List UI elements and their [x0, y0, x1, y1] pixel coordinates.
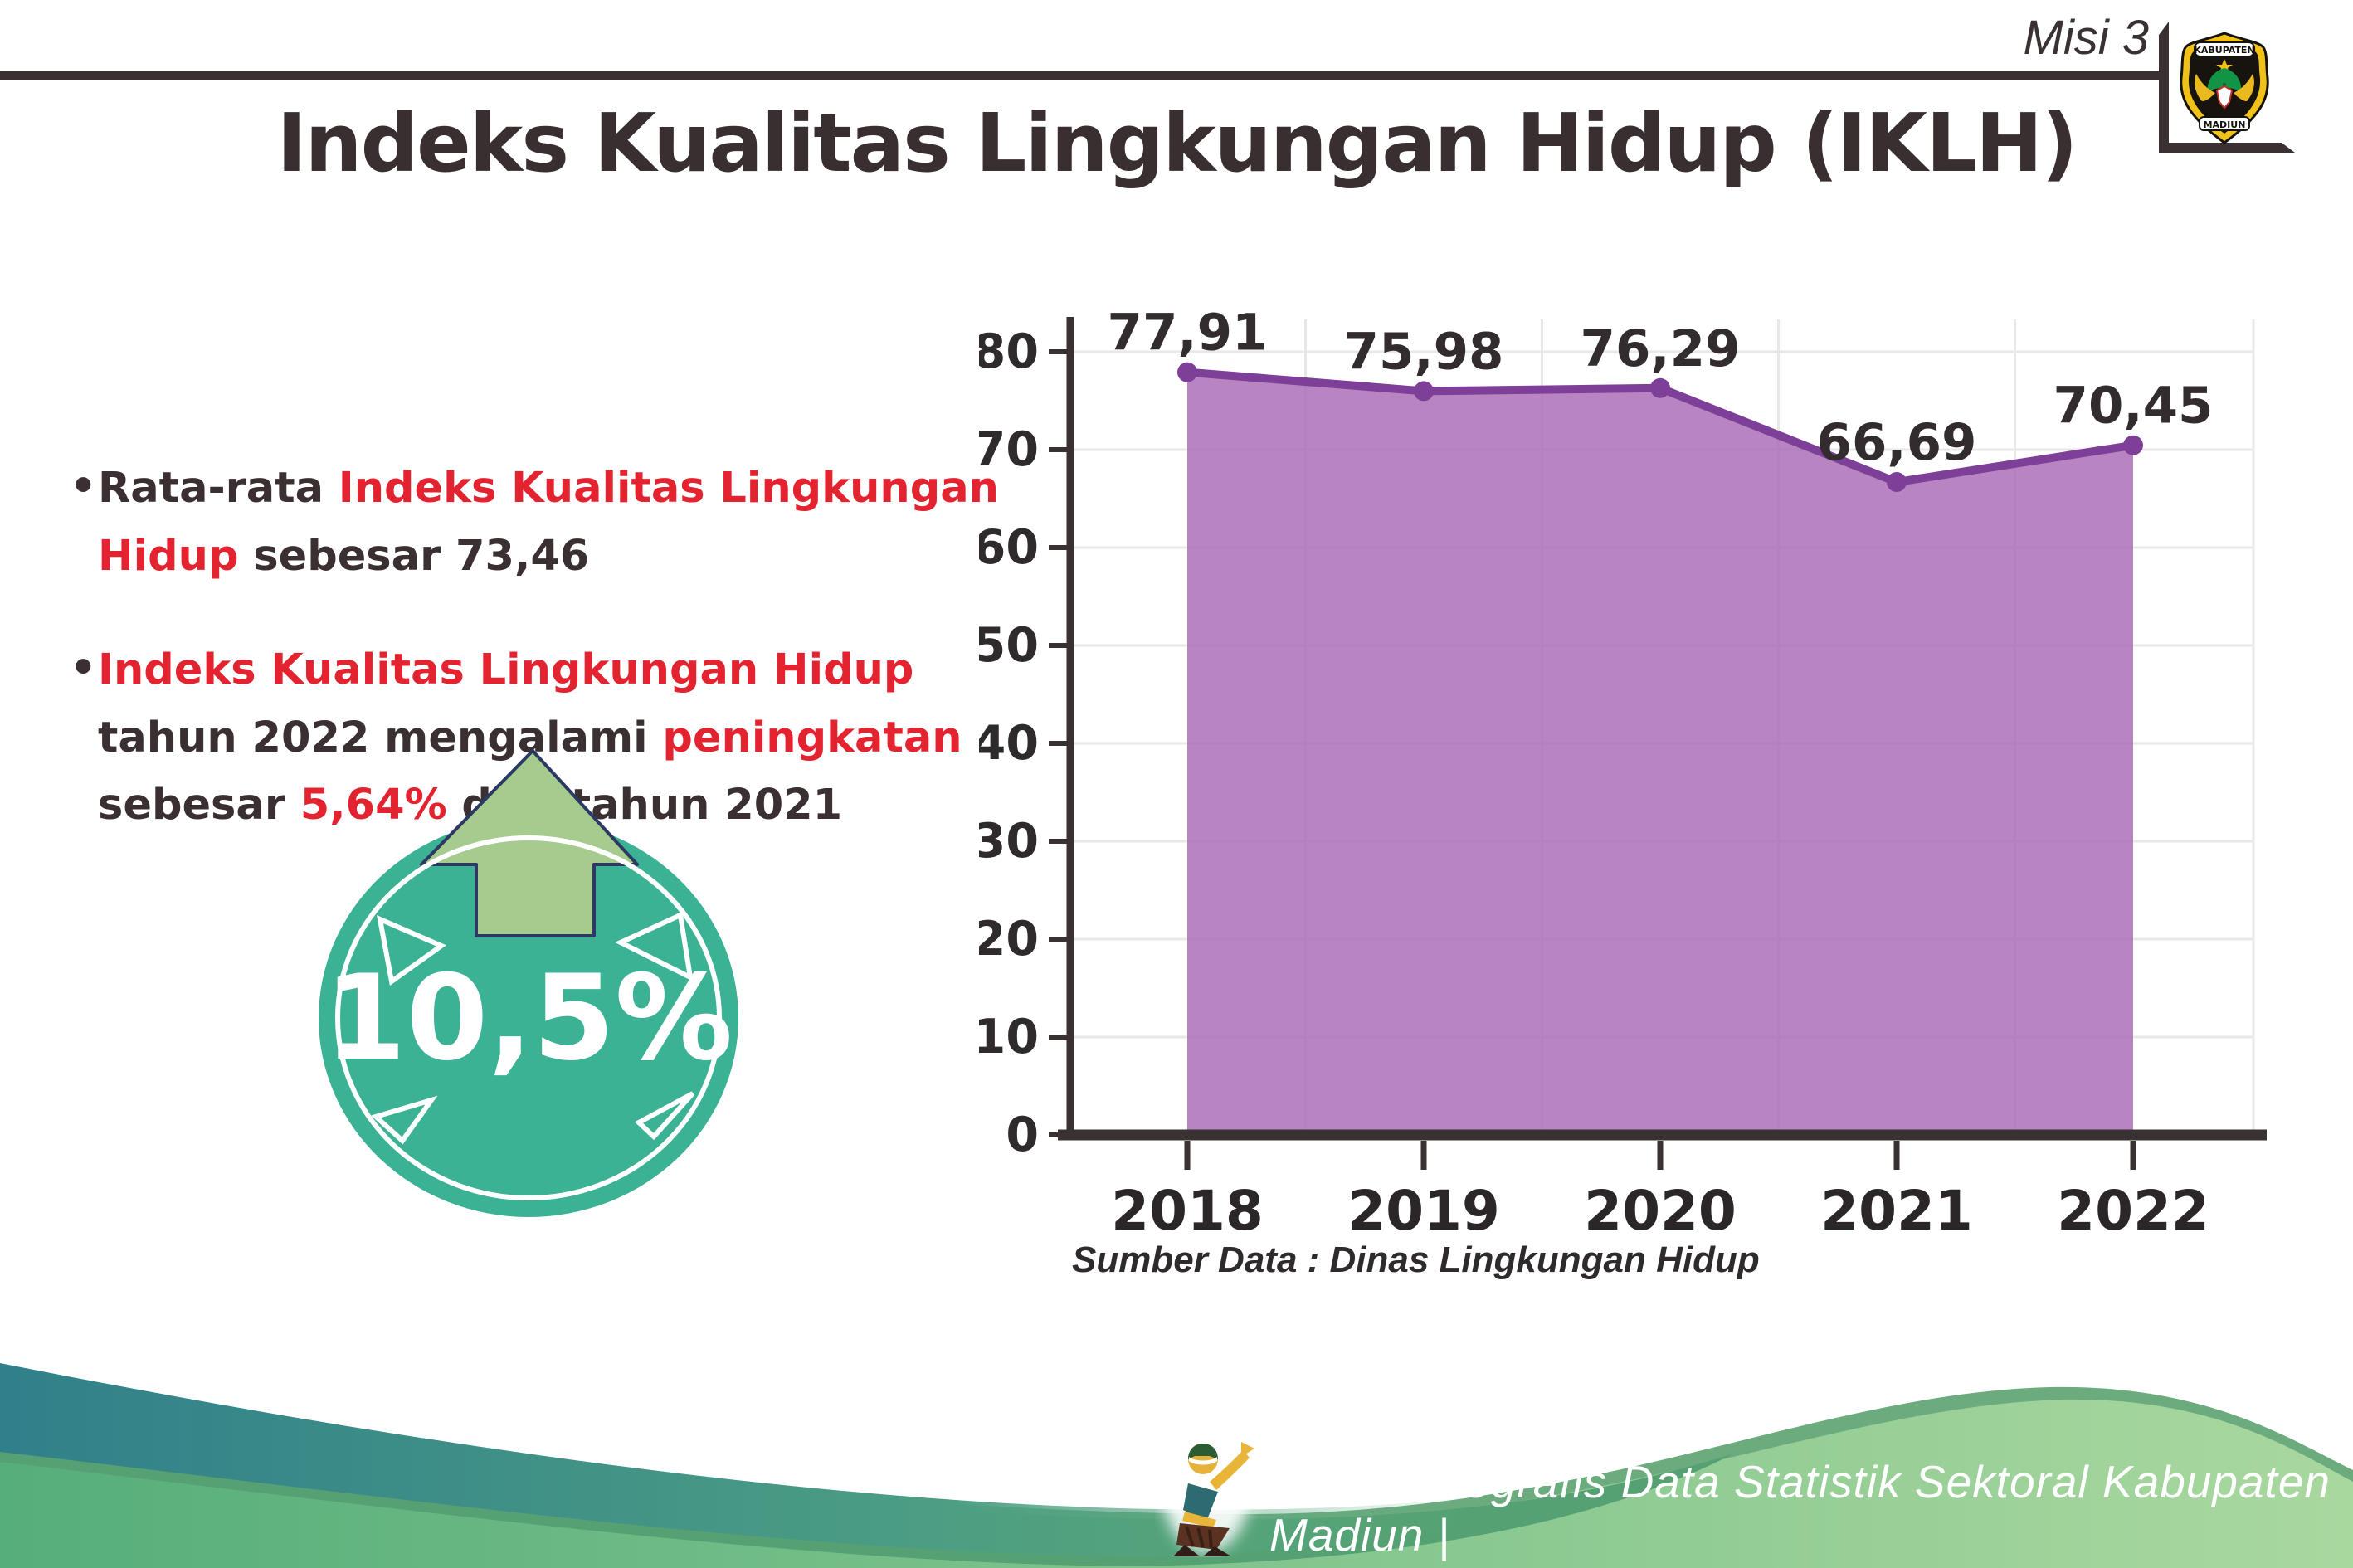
badge-accent-triangle [634, 1091, 695, 1141]
bullet-segment: Indeks Kualitas Lingkungan Hidup [98, 464, 999, 581]
data-label: 66,69 [1817, 413, 1977, 472]
y-tick-label: 80 [979, 324, 1039, 379]
misi-label: Misi 3 [2023, 11, 2149, 65]
chart-area [1187, 372, 2133, 1135]
badge-accent-triangle [371, 1095, 438, 1145]
data-point [1887, 472, 1907, 493]
data-point [1177, 362, 1197, 382]
y-tick-label: 50 [979, 618, 1039, 673]
badge-value: 10,5% [324, 950, 733, 1087]
kabupaten-madiun-logo: KABUPATEN MADIUN [2180, 32, 2269, 144]
page-title: Indeks Kualitas Lingkungan Hidup (IKLH) [276, 96, 2078, 190]
increase-badge: 10,5% [319, 749, 738, 1217]
x-tick-label: 2018 [1111, 1179, 1264, 1243]
bullet-segment: tahun 2022 mengalami [98, 713, 663, 762]
y-tick-label: 70 [979, 422, 1039, 477]
bullet-segment: Indeks Kualitas Lingkungan Hidup [98, 645, 914, 695]
data-label: 70,45 [2053, 377, 2214, 436]
badge-circle [319, 819, 738, 1217]
bullet-segment: sebesar 73,46 [238, 531, 590, 581]
logo-star [2216, 59, 2233, 74]
data-label: 77,91 [1108, 304, 1268, 363]
y-tick-label: 60 [979, 520, 1039, 575]
data-point [1650, 377, 1670, 398]
logo-bottom-text: MADIUN [2204, 119, 2246, 130]
x-tick-label: 2019 [1347, 1179, 1500, 1243]
badge-ring [335, 835, 722, 1200]
logo-wing-left [2195, 74, 2215, 101]
footer-wave-banner [0, 1363, 2353, 1568]
bullet-item: Rata-rata Indeks Kualitas Lingkungan Hid… [70, 453, 1035, 590]
bullet-segment: peningkatan [662, 713, 962, 762]
data-label: 75,98 [1344, 322, 1504, 381]
footer-caption: Media Infografis Data Statistik Sektoral… [1269, 1456, 2331, 1561]
wave-teal [0, 1363, 1734, 1556]
logo-corner-bracket [2159, 22, 2295, 153]
badge-accent-triangle [615, 911, 694, 982]
bullet-segment: 5,64% [300, 781, 447, 830]
y-tick-label: 20 [979, 912, 1039, 967]
y-tick-label: 10 [979, 1010, 1039, 1064]
data-label: 76,29 [1581, 319, 1741, 378]
source-note: Sumber Data : Dinas Lingkungan Hidup [1072, 1239, 1760, 1280]
y-tick-label: 0 [1006, 1108, 1039, 1162]
summary-bullets: Rata-rata Indeks Kualitas Lingkungan Hid… [70, 453, 1035, 886]
dancer-mascot-icon [1163, 1432, 1254, 1556]
logo-wing-right [2234, 74, 2254, 101]
x-tick-label: 2020 [1584, 1179, 1737, 1243]
y-tick-label: 30 [979, 814, 1039, 869]
header-divider-line [0, 71, 2159, 80]
x-tick-label: 2022 [2057, 1179, 2209, 1243]
iklh-area-chart: 77,91 75,98 76,29 66,69 70,45 0 10 20 30 40 50 60 70… [979, 304, 2267, 1243]
logo-tree [2207, 68, 2242, 93]
badge-accent-triangle [377, 915, 447, 986]
bullet-segment: Rata-rata [98, 464, 339, 513]
x-tick-label: 2021 [1820, 1179, 1973, 1243]
data-point [2123, 435, 2143, 455]
logo-center-shield [2215, 85, 2234, 110]
data-point [1414, 381, 1434, 402]
logo-top-text: KABUPATEN [2194, 45, 2254, 56]
y-tick-label: 40 [979, 716, 1039, 771]
bullet-segment: sebesar [98, 781, 300, 830]
